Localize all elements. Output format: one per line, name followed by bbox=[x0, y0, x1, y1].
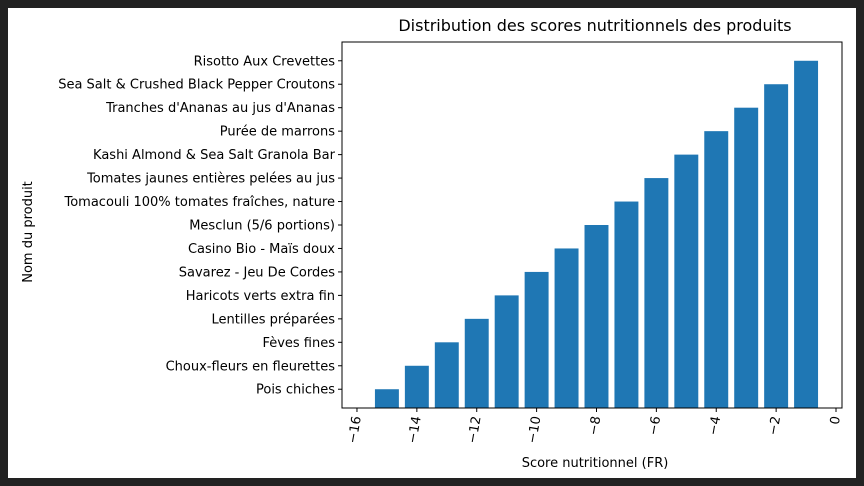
y-tick-label: Sea Salt & Crushed Black Pepper Croutons bbox=[58, 78, 335, 93]
y-tick-label: Savarez - Jeu De Cordes bbox=[179, 265, 335, 280]
y-tick-label: Tomates jaunes entières pelées au jus bbox=[86, 172, 335, 187]
x-tick-label: −10 bbox=[525, 415, 545, 445]
bar bbox=[434, 342, 459, 408]
chart-title: Distribution des scores nutritionnels de… bbox=[398, 16, 791, 35]
bar bbox=[464, 318, 489, 408]
y-tick-label: Casino Bio - Maïs doux bbox=[188, 242, 335, 257]
bar bbox=[404, 365, 429, 408]
y-tick-label: Haricots verts extra fin bbox=[186, 289, 335, 304]
x-tick-label: −16 bbox=[345, 415, 365, 445]
bar bbox=[494, 295, 519, 408]
y-tick-label: Risotto Aux Crevettes bbox=[194, 54, 336, 69]
x-tick-label: −8 bbox=[586, 415, 604, 436]
bar bbox=[794, 60, 819, 409]
y-tick-label: Lentilles préparées bbox=[212, 312, 336, 327]
x-tick-label: −6 bbox=[646, 415, 664, 436]
bar bbox=[674, 154, 699, 408]
bar bbox=[554, 248, 579, 408]
x-tick-label: −2 bbox=[766, 415, 784, 436]
bar bbox=[734, 107, 759, 408]
bar bbox=[704, 131, 729, 408]
y-tick-label: Tomacouli 100% tomates fraîches, nature bbox=[63, 195, 335, 210]
y-axis-ticks: Pois chiches Choux-fleurs en fleurettes Fè… bbox=[58, 54, 342, 398]
x-axis-label: Score nutritionnel (FR) bbox=[522, 456, 669, 471]
y-tick-label: Tranches d'Ananas au jus d'Ananas bbox=[105, 101, 335, 116]
x-tick-label: 0 bbox=[828, 415, 844, 426]
bar bbox=[614, 201, 639, 408]
y-tick-label: Fèves fines bbox=[262, 336, 335, 351]
chart-frame: Distribution des scores nutritionnels de… bbox=[8, 8, 856, 478]
axes-frame bbox=[341, 41, 843, 409]
bars-group bbox=[374, 60, 819, 409]
y-tick-label: Kashi Almond & Sea Salt Granola Bar bbox=[93, 148, 336, 163]
bar-chart: Distribution des scores nutritionnels de… bbox=[21, 16, 844, 471]
y-tick-label: Choux-fleurs en fleurettes bbox=[166, 359, 336, 374]
y-tick-label: Purée de marrons bbox=[220, 125, 335, 140]
bar bbox=[584, 225, 609, 408]
y-tick-label: Pois chiches bbox=[256, 383, 335, 398]
bar bbox=[374, 389, 399, 408]
bar bbox=[764, 84, 789, 408]
y-tick-label: Mesclun (5/6 portions) bbox=[189, 219, 335, 234]
x-tick-label: −4 bbox=[706, 415, 724, 436]
bar bbox=[524, 271, 549, 408]
x-tick-label: −12 bbox=[465, 415, 485, 445]
y-axis-label: Nom du produit bbox=[21, 181, 36, 283]
bar bbox=[644, 178, 669, 408]
x-tick-label: −14 bbox=[405, 415, 425, 445]
x-axis-ticks: −16 −14 −12 −10 −8 −6 −4 −2 0 bbox=[345, 408, 844, 445]
